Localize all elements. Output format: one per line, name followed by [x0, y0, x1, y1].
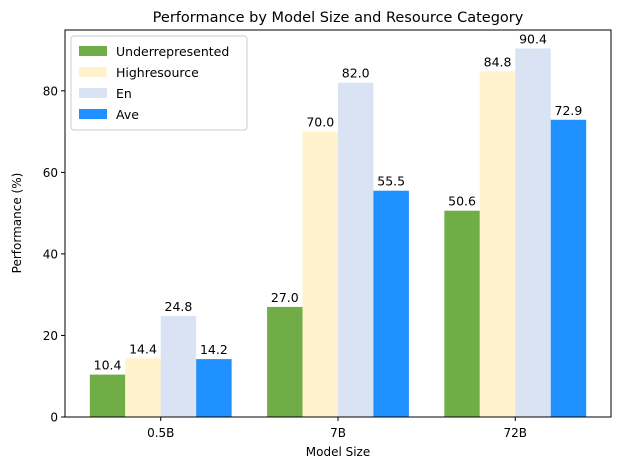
- bar: [550, 119, 587, 417]
- y-tick-label: 40: [43, 247, 58, 261]
- bar: [267, 306, 303, 417]
- legend-label: En: [116, 86, 132, 101]
- bar: [373, 190, 409, 417]
- x-tick-label: 72B: [504, 426, 528, 440]
- legend-box: [70, 35, 248, 131]
- bar-value-label: 90.4: [519, 31, 547, 46]
- y-tick-label: 20: [43, 329, 58, 343]
- legend-swatch: [79, 109, 107, 119]
- legend-swatch: [79, 88, 107, 98]
- bar-value-label: 84.8: [484, 54, 512, 69]
- bar: [125, 358, 161, 417]
- legend-swatch: [79, 67, 107, 77]
- plot-frame: [64, 29, 612, 418]
- bar: [196, 359, 232, 417]
- y-tick-label: 60: [43, 166, 58, 180]
- bar-value-label: 14.2: [200, 342, 228, 357]
- plot-area: 10.4 27.0 50.6 14.4 70.0 84.8 24.8 82.0 90.4 14.2…: [43, 31, 587, 440]
- x-tick-label: 7B: [330, 426, 346, 440]
- legend-swatch: [79, 46, 107, 56]
- bar-value-label: 72.9: [555, 103, 583, 118]
- bar: [160, 315, 197, 417]
- legend-label: Ave: [116, 107, 139, 122]
- bar: [479, 71, 516, 417]
- x-tick-label: 0.5B: [147, 426, 174, 440]
- bar-value-label: 50.6: [448, 194, 476, 209]
- legend: Underrepresented Highresource En Ave: [70, 35, 248, 131]
- x-axis-label: Model Size: [306, 445, 370, 459]
- bar: [444, 210, 480, 417]
- chart-title: Performance by Model Size and Resource C…: [153, 10, 524, 26]
- bar: [515, 48, 551, 418]
- y-axis-label: Performance (%): [10, 173, 24, 274]
- y-tick-label: 0: [50, 411, 58, 425]
- bar-value-label: 14.4: [129, 341, 157, 356]
- bar: [338, 82, 374, 418]
- y-tick-label: 80: [43, 84, 58, 98]
- bar-value-label: 24.8: [165, 299, 193, 314]
- bar: [302, 131, 338, 417]
- legend-label: Underrepresented: [116, 44, 229, 59]
- bar-value-label: 55.5: [377, 174, 405, 189]
- bar: [89, 374, 126, 417]
- bar-value-label: 82.0: [342, 66, 370, 81]
- bar-value-label: 70.0: [306, 115, 334, 130]
- bar-value-label: 10.4: [94, 358, 122, 373]
- legend-label: Highresource: [116, 65, 199, 80]
- bar-value-label: 27.0: [271, 290, 299, 305]
